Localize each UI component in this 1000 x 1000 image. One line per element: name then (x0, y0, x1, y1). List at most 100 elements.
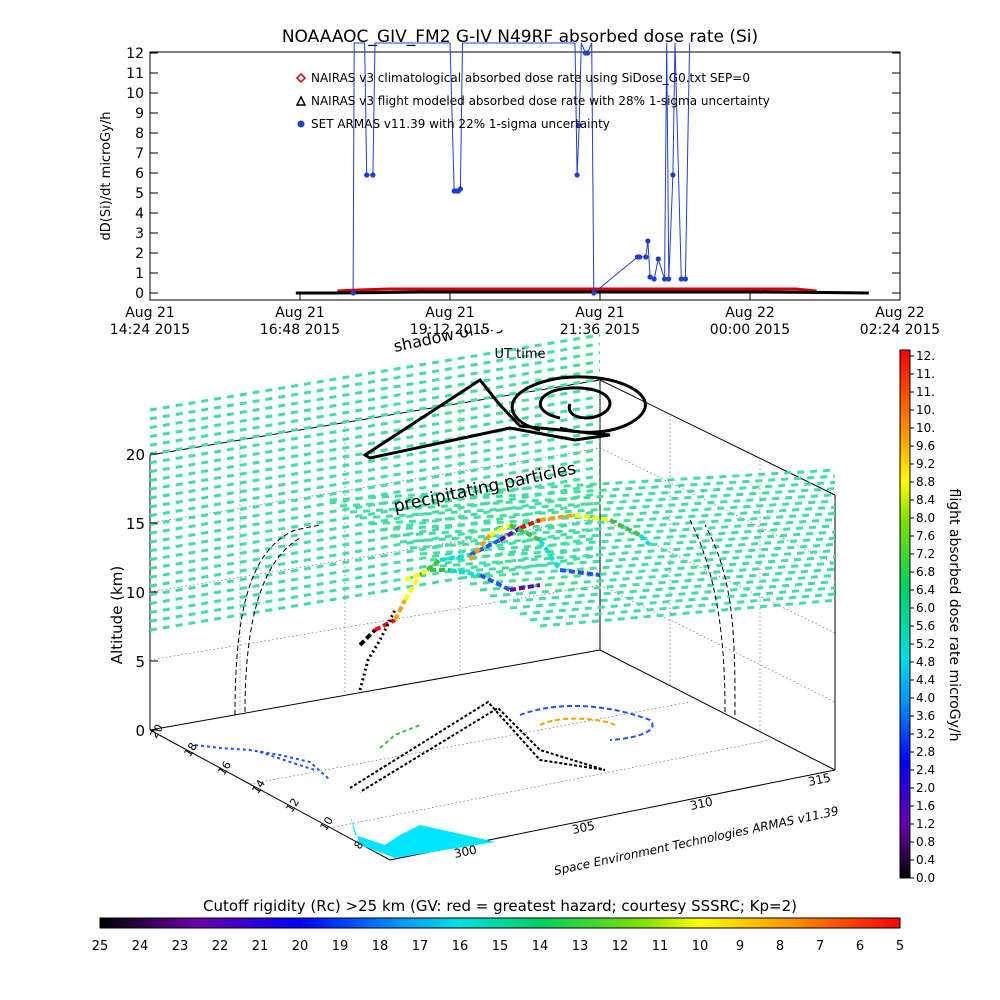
x-tick-label-line1: Aug 21 (575, 305, 625, 321)
cutoff-tick-label: 6 (856, 939, 864, 954)
armas-point (670, 172, 676, 178)
colorbar-tick-label: 4.0 (916, 691, 935, 705)
particle-row (149, 527, 601, 606)
colorbar-tick-label: 1.6 (916, 799, 935, 813)
colorbar-tick-label: 4.4 (916, 673, 935, 687)
armas-point (574, 172, 580, 178)
armas-point (364, 172, 370, 178)
y-tick-label: 10 (126, 86, 144, 102)
cutoff-tick-label: 23 (172, 939, 189, 954)
flight-segment (498, 526, 522, 542)
projection-curves (234, 519, 736, 716)
cutoff-rigidity-colorbar: Cutoff rigidity (Rc) >25 km (GV: red = g… (92, 897, 904, 954)
particle-row (149, 439, 601, 518)
cutoff-gradient (99, 917, 901, 929)
particle-row (149, 518, 601, 597)
y-tick-label: 8 (135, 126, 144, 142)
armas-point (350, 290, 356, 296)
armas-point (655, 256, 661, 262)
dose-rate-colorbar: 0.0 0.4 0.8 1.2 1.6 2.0 2.4 2.8 3.2 3.6 4.0 4.4 4.8 5… (899, 349, 962, 885)
particle-row (149, 403, 601, 482)
armas-point (457, 186, 464, 192)
particle-row (149, 351, 601, 430)
y-tick-label: 1 (135, 266, 144, 282)
y-tick-label: 11 (126, 66, 144, 82)
flight-segment (393, 599, 407, 621)
colorbar-tick-label: 7.6 (916, 529, 935, 543)
particle-row (149, 491, 601, 570)
flight-segment (449, 568, 481, 577)
armas-point (643, 254, 649, 260)
particle-row (149, 368, 601, 447)
z-tick-label: 20 (126, 446, 145, 464)
flight-segment (519, 518, 541, 530)
particle-row-lower (519, 586, 836, 616)
flight-segment (374, 618, 396, 632)
colorbar-tick-label: 6.8 (916, 565, 935, 579)
colorbar-tick-label: 8.8 (916, 475, 935, 489)
cutoff-ticks: 25 24 23 22 21 20 19 18 17 16 15 14 13 12 11 10 9 8 7 6 5 (92, 939, 904, 954)
cutoff-tick-label: 21 (252, 939, 269, 954)
flight-segment (609, 518, 641, 537)
colorbar-tick-label: 1.2 (916, 817, 935, 831)
cutoff-tick-label: 14 (532, 939, 549, 954)
particle-row (149, 386, 601, 465)
lat-tick-label: 12 (284, 796, 302, 815)
cutoff-tick-label: 18 (372, 939, 389, 954)
x-tick-label-line2: 16:48 2015 (260, 322, 340, 338)
colorbar-tick-label: 6.0 (916, 601, 935, 615)
armas-point (647, 274, 653, 280)
armas-point (576, 122, 582, 128)
cutoff-tick-label: 22 (212, 939, 229, 954)
particle-row-lower (439, 536, 836, 568)
lat-tick-label: 18 (182, 740, 200, 759)
credit-text: Space Environment Technologies ARMAS v11… (553, 804, 840, 875)
flight-segment (358, 628, 377, 647)
particle-row (149, 395, 601, 474)
cutoff-tick-label: 20 (292, 939, 309, 954)
particle-row-lower (329, 468, 836, 502)
particle-row (149, 430, 601, 509)
lon-tick-label: 315 (807, 770, 832, 788)
chart-title: NOAAAOC_GIV_FM2 G-IV N49RF absorbed dose… (282, 27, 758, 47)
armas-point (584, 50, 591, 56)
legend-dot (297, 120, 305, 128)
lat-tick-label: 10 (318, 814, 336, 833)
flight-segment (638, 533, 652, 547)
lat-tick-label: 16 (216, 759, 234, 778)
series-group (295, 42, 869, 296)
particle-row (149, 333, 601, 412)
lon-tick-label: 300 (453, 842, 478, 860)
cutoff-tick-label: 16 (452, 939, 469, 954)
x-axis-label-ut: UT time (495, 347, 546, 362)
colorbar-tick-label: 8.4 (916, 493, 935, 507)
particle-row-lower (429, 530, 836, 562)
colorbar-tick-label: 3.2 (916, 727, 935, 741)
flight-segment (403, 573, 422, 602)
flight-segment (469, 538, 501, 557)
precipitating-particles-layer (149, 333, 836, 632)
particle-row-lower (469, 555, 836, 586)
armas-point (666, 276, 672, 282)
lat-tick-label: 20 (148, 722, 166, 741)
particle-row-lower (359, 487, 836, 520)
x-tick-label-line2: 21:36 2015 (560, 322, 640, 338)
colorbar-tick-label: 0.8 (916, 835, 935, 849)
armas-point (678, 276, 684, 282)
particle-row (149, 465, 601, 544)
flightpath-ground (349, 609, 654, 793)
colorbar-tick-label: 4.8 (916, 655, 935, 669)
cutoff-tick-label: 5 (896, 939, 904, 954)
armas-point (636, 254, 643, 260)
x-tick-label-line1: Aug 22 (725, 305, 775, 321)
x-tick-label-line1: Aug 21 (125, 305, 175, 321)
flight-segment (479, 573, 511, 592)
particle-row (149, 377, 601, 456)
colorbar-tick-label: 2.0 (916, 781, 935, 795)
z-tick-label: 0 (135, 722, 145, 740)
cutoff-rigidity-label: Cutoff rigidity (Rc) >25 km (GV: red = g… (203, 897, 797, 915)
particle-row (149, 509, 601, 588)
x-tick-label-line2: 00:00 2015 (710, 322, 790, 338)
colorbar-tick-label: 9.6 (916, 439, 935, 453)
